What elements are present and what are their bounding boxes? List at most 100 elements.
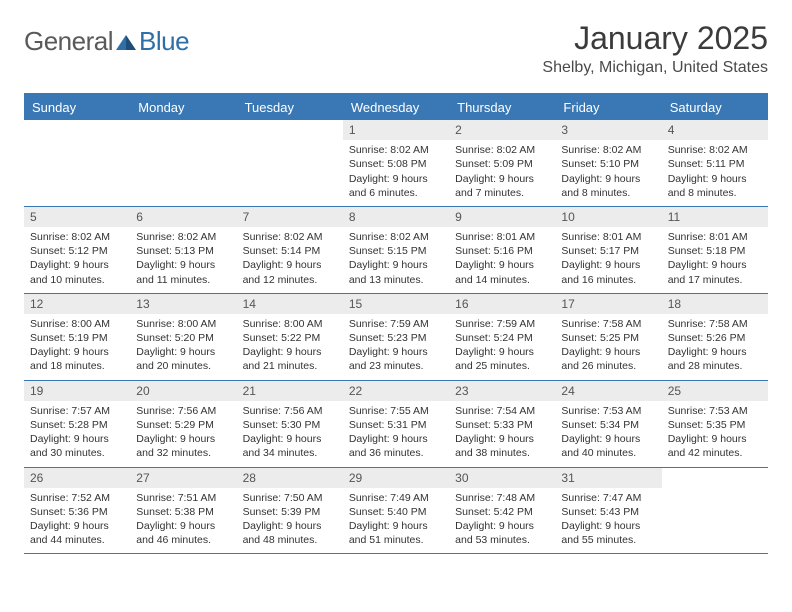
calendar-day-cell: 23Sunrise: 7:54 AMSunset: 5:33 PMDayligh… [449,381,555,467]
location-subtitle: Shelby, Michigan, United States [542,59,768,77]
weeks-container: 1Sunrise: 8:02 AMSunset: 5:08 PMDaylight… [24,120,768,554]
sunrise-line: Sunrise: 8:02 AM [30,230,124,244]
sunset-line: Sunset: 5:38 PM [136,505,230,519]
sunrise-line: Sunrise: 7:58 AM [668,317,762,331]
calendar-week-row: 5Sunrise: 8:02 AMSunset: 5:12 PMDaylight… [24,207,768,294]
sunset-line: Sunset: 5:31 PM [349,418,443,432]
sunrise-line: Sunrise: 7:53 AM [668,404,762,418]
calendar-day-cell: 19Sunrise: 7:57 AMSunset: 5:28 PMDayligh… [24,381,130,467]
sunrise-line: Sunrise: 8:02 AM [668,143,762,157]
month-title: January 2025 [542,20,768,57]
daylight-line: Daylight: 9 hours and 53 minutes. [455,519,549,547]
sunrise-line: Sunrise: 7:56 AM [243,404,337,418]
sunset-line: Sunset: 5:16 PM [455,244,549,258]
sunrise-line: Sunrise: 8:00 AM [243,317,337,331]
sunset-line: Sunset: 5:43 PM [561,505,655,519]
calendar-day-cell: 12 Sunrise: 8:00 AMSunset: 5:19 PMDayligh… [24,294,130,380]
calendar-day-cell: 6Sunrise: 8:02 AMSunset: 5:13 PMDaylight… [130,207,236,293]
sunrise-line: Sunrise: 8:00 AM [30,317,124,331]
daylight-line: Daylight: 9 hours and 18 minutes. [30,345,124,373]
calendar-day-cell: 4Sunrise: 8:02 AMSunset: 5:11 PMDaylight… [662,120,768,206]
sunset-line: Sunset: 5:39 PM [243,505,337,519]
sunset-line: Sunset: 5:22 PM [243,331,337,345]
day-number: 13 [130,294,236,314]
sunrise-line: Sunrise: 7:50 AM [243,491,337,505]
page-header: General Blue January 2025 Shelby, Michig… [24,20,768,77]
daylight-line: Daylight: 9 hours and 30 minutes. [30,432,124,460]
sunset-line: Sunset: 5:33 PM [455,418,549,432]
sunrise-line: Sunrise: 7:56 AM [136,404,230,418]
sunrise-line: Sunrise: 8:02 AM [349,143,443,157]
sunset-line: Sunset: 5:30 PM [243,418,337,432]
calendar-week-row: 1Sunrise: 8:02 AMSunset: 5:08 PMDaylight… [24,120,768,207]
sunrise-line: Sunrise: 7:53 AM [561,404,655,418]
day-number: 16 [449,294,555,314]
sunrise-line: Sunrise: 7:49 AM [349,491,443,505]
daylight-line: Daylight: 9 hours and 10 minutes. [30,258,124,286]
sunrise-line: Sunrise: 8:02 AM [561,143,655,157]
day-number: 11 [662,207,768,227]
day-number: 31 [555,468,661,488]
sunrise-line: Sunrise: 7:47 AM [561,491,655,505]
sunset-line: Sunset: 5:13 PM [136,244,230,258]
daylight-line: Daylight: 9 hours and 8 minutes. [668,172,762,200]
sunset-line: Sunset: 5:24 PM [455,331,549,345]
daylight-line: Daylight: 9 hours and 34 minutes. [243,432,337,460]
sunset-line: Sunset: 5:10 PM [561,157,655,171]
day-number: 22 [343,381,449,401]
weekday-header: Friday [555,95,661,120]
brand-logo: General Blue [24,20,189,57]
day-number: 20 [130,381,236,401]
calendar-day-cell: 10Sunrise: 8:01 AMSunset: 5:17 PMDayligh… [555,207,661,293]
calendar-day-cell: 3 Sunrise: 8:02 AMSunset: 5:10 PMDaylight… [555,120,661,206]
sunset-line: Sunset: 5:36 PM [30,505,124,519]
day-number: 12 [24,294,130,314]
sunset-line: Sunset: 5:29 PM [136,418,230,432]
calendar-day-cell: 9Sunrise: 8:01 AMSunset: 5:16 PMDaylight… [449,207,555,293]
day-number: 8 [343,207,449,227]
calendar-day-cell: 14Sunrise: 8:00 AMSunset: 5:22 PMDayligh… [237,294,343,380]
day-number: 23 [449,381,555,401]
day-number: 25 [662,381,768,401]
weekday-header: Saturday [662,95,768,120]
brand-triangle-icon [115,33,137,51]
calendar-week-row: 12Sunrise: 8:00 AMSunset: 5:19 PMDayligh… [24,294,768,381]
daylight-line: Daylight: 9 hours and 12 minutes. [243,258,337,286]
calendar-day-cell: 25Sunrise: 7:53 AMSunset: 5:35 PMDayligh… [662,381,768,467]
sunset-line: Sunset: 5:40 PM [349,505,443,519]
day-number: 27 [130,468,236,488]
sunset-line: Sunset: 5:23 PM [349,331,443,345]
day-number: 3 [555,120,661,140]
daylight-line: Daylight: 9 hours and 16 minutes. [561,258,655,286]
day-number: 17 [555,294,661,314]
day-number: 9 [449,207,555,227]
daylight-line: Daylight: 9 hours and 38 minutes. [455,432,549,460]
day-number: 21 [237,381,343,401]
sunset-line: Sunset: 5:34 PM [561,418,655,432]
day-number: 15 [343,294,449,314]
sunset-line: Sunset: 5:28 PM [30,418,124,432]
weekday-header: Thursday [449,95,555,120]
day-number: 30 [449,468,555,488]
daylight-line: Daylight: 9 hours and 21 minutes. [243,345,337,373]
sunrise-line: Sunrise: 8:02 AM [136,230,230,244]
day-number: 5 [24,207,130,227]
day-number: 26 [24,468,130,488]
calendar-day-cell: 2Sunrise: 8:02 AMSunset: 5:09 PMDaylight… [449,120,555,206]
weekday-header: Wednesday [343,95,449,120]
calendar-day-cell: 22Sunrise: 7:55 AMSunset: 5:31 PMDayligh… [343,381,449,467]
weekday-header: Sunday [24,95,130,120]
calendar-day-cell: 27Sunrise: 7:51 AMSunset: 5:38 PMDayligh… [130,468,236,554]
day-number: 1 [343,120,449,140]
daylight-line: Daylight: 9 hours and 26 minutes. [561,345,655,373]
day-number: 24 [555,381,661,401]
daylight-line: Daylight: 9 hours and 8 minutes. [561,172,655,200]
sunset-line: Sunset: 5:20 PM [136,331,230,345]
sunrise-line: Sunrise: 8:02 AM [349,230,443,244]
sunset-line: Sunset: 5:17 PM [561,244,655,258]
calendar-day-cell: 29Sunrise: 7:49 AMSunset: 5:40 PMDayligh… [343,468,449,554]
daylight-line: Daylight: 9 hours and 32 minutes. [136,432,230,460]
sunset-line: Sunset: 5:19 PM [30,331,124,345]
calendar-grid: Sunday Monday Tuesday Wednesday Thursday… [24,93,768,554]
sunset-line: Sunset: 5:42 PM [455,505,549,519]
